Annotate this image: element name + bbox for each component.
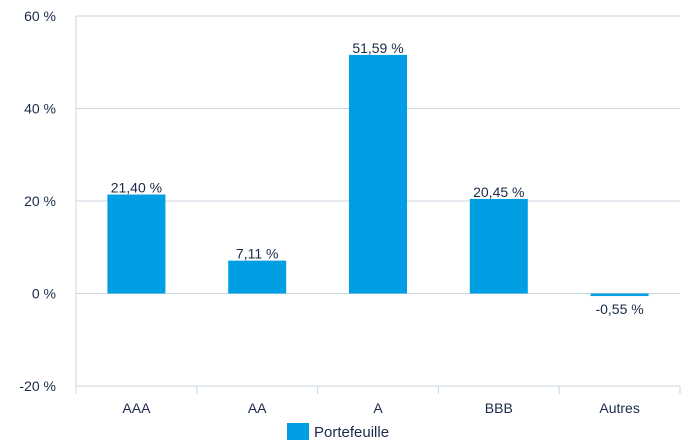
bar-bbb bbox=[469, 198, 528, 294]
y-axis: 60 % 40 % 20 % 0 % -20 % bbox=[19, 8, 56, 394]
data-label-autres: -0,55 % bbox=[595, 301, 643, 317]
bar-aaa bbox=[107, 194, 166, 294]
data-label-aa: 7,11 % bbox=[236, 246, 279, 262]
y-tick-label: 20 % bbox=[24, 193, 56, 209]
data-label-aaa: 21,40 % bbox=[111, 180, 162, 196]
legend-swatch-portefeuille bbox=[287, 423, 309, 440]
legend: Portefeuille bbox=[287, 423, 389, 441]
bar-aa bbox=[228, 260, 287, 294]
x-tick-label-a: A bbox=[373, 400, 383, 416]
y-tick-label: -20 % bbox=[19, 378, 56, 394]
x-axis: AAA AA A BBB Autres bbox=[75, 386, 681, 416]
legend-label-portefeuille: Portefeuille bbox=[314, 424, 389, 441]
x-tick-label-autres: Autres bbox=[599, 400, 639, 416]
y-tick-label: 60 % bbox=[24, 8, 56, 24]
y-tick-label: 40 % bbox=[24, 101, 56, 117]
x-tick-label-aaa: AAA bbox=[122, 400, 151, 416]
data-label-bbb: 20,45 % bbox=[473, 184, 524, 200]
x-tick-label-bbb: BBB bbox=[485, 400, 513, 416]
bar-autres bbox=[590, 293, 649, 297]
bar-series: 21,40 % 7,11 % 51,59 % 20,45 % -0,55 % bbox=[107, 40, 649, 317]
x-tick-label-aa: AA bbox=[248, 400, 267, 416]
data-label-a: 51,59 % bbox=[352, 40, 403, 56]
y-tick-label: 0 % bbox=[32, 286, 56, 302]
bar-a bbox=[349, 54, 407, 294]
